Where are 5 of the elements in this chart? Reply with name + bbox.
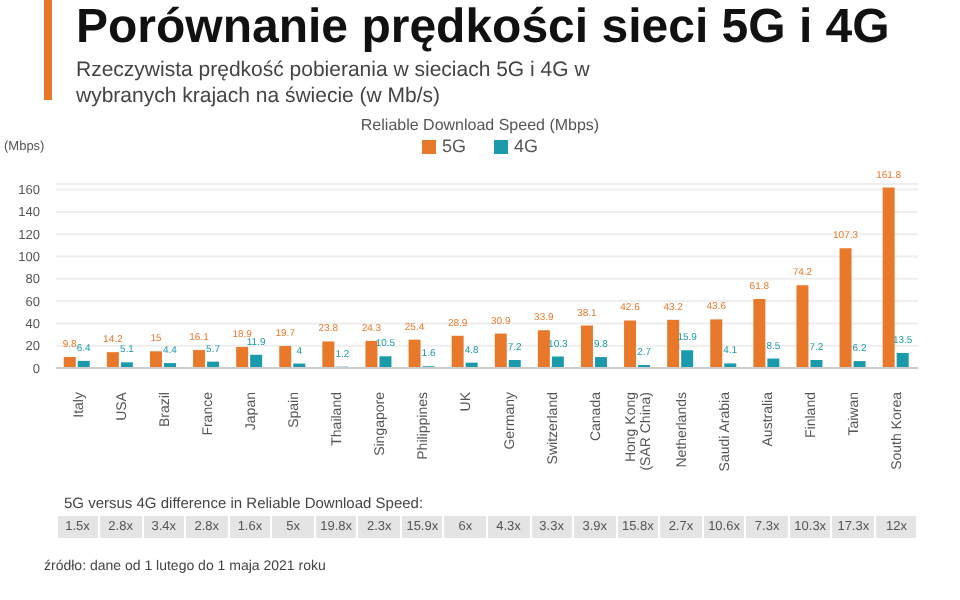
chart-subtitle: Rzeczywista prędkość pobierania w sieciach 5G i 4G w wybranych krajach na świecie (w Mb/s) (76, 58, 592, 110)
legend-label: 4G (512, 136, 539, 156)
chart-title: Porównanie prędkości sieci 5G i 4G (76, 0, 890, 56)
legend-label: 5G (439, 136, 466, 156)
text: Reliable Download Speed (Mbps) (358, 116, 602, 134)
